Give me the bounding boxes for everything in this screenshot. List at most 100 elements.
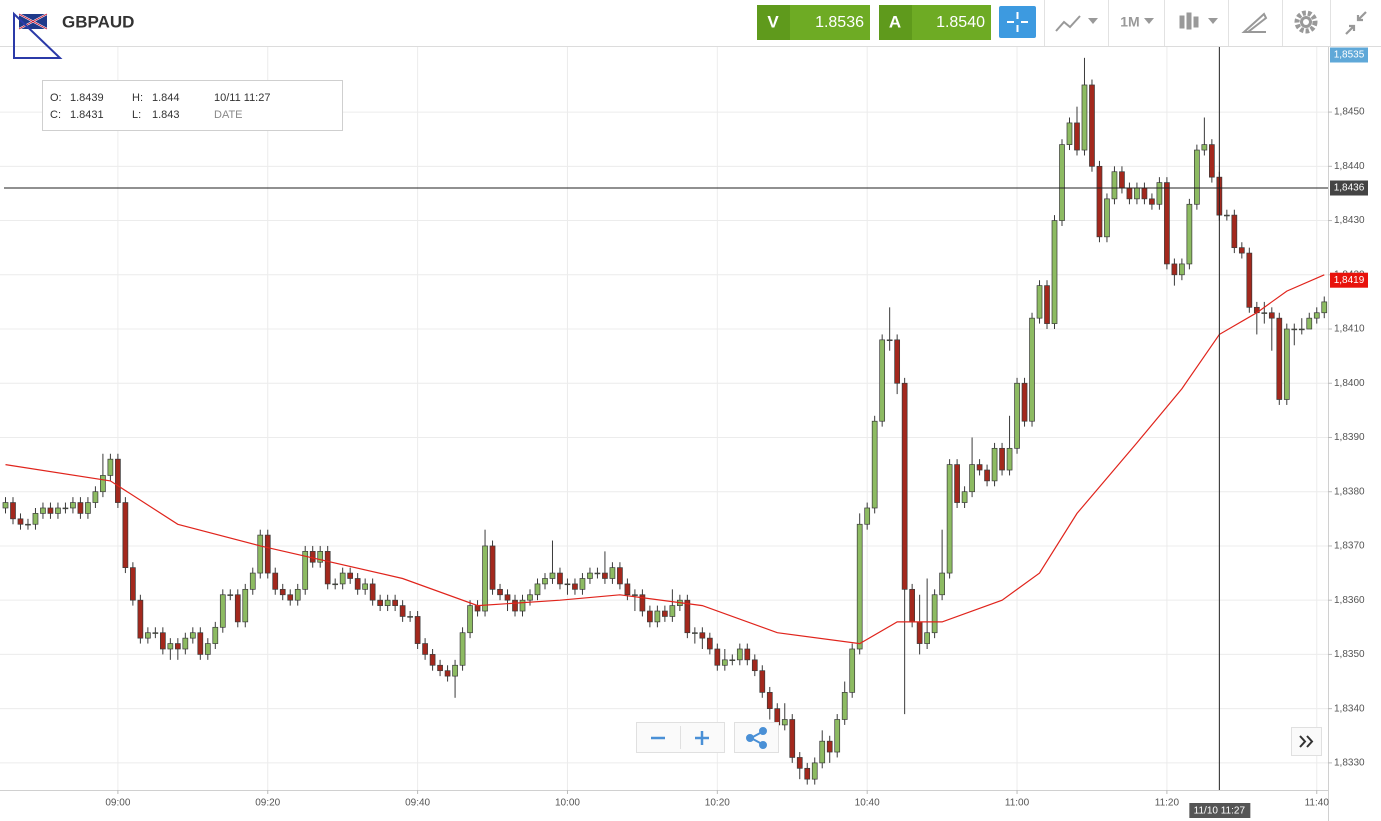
x-tick-label: 09:00 [105,798,130,809]
candle-body [654,610,661,623]
info-o: 1.8439 [70,92,104,104]
candle-body [189,632,196,639]
candle-body [1261,312,1268,314]
sell-box-tag [757,5,790,40]
candle-body [699,632,706,639]
candle-body [557,572,563,585]
candle-body [497,588,503,596]
candle-body [77,502,84,514]
scroll-right-button[interactable] [1299,735,1314,748]
candle-body [759,670,766,693]
candle-body [115,458,121,503]
candle-body [1283,328,1290,400]
info-h: 1.844 [152,92,180,104]
timeframe-button[interactable]: 1M [1120,14,1154,30]
candle-body [1036,285,1043,319]
x-tick-label: 11:40 [1305,798,1330,809]
toolbar-separators [1044,0,1331,46]
candle-body [804,767,811,780]
settings-button[interactable] [1294,10,1318,34]
candle-body [924,632,930,644]
candle-body [871,420,878,509]
candle-body [92,491,99,503]
candle-body [1223,214,1230,217]
candle-body [886,339,893,342]
candle-body [122,502,129,568]
candle-body [354,578,361,590]
share-box [734,722,779,753]
collapse-button[interactable] [1345,11,1367,35]
candle-body [796,757,803,769]
candle-body [1246,252,1253,308]
candle-body [444,670,451,677]
crosshair-button[interactable] [999,6,1036,38]
candle-body [414,616,421,644]
candle-body [10,502,16,520]
candle-style-button[interactable] [1179,12,1218,30]
x-tick-label: 11:00 [1005,798,1030,809]
share-button[interactable] [746,727,767,749]
candle-body [1111,171,1118,200]
candle-body [369,583,376,601]
candle-body [1268,312,1275,319]
candle-body [729,659,736,661]
candle-body [1209,144,1215,178]
candle-body [834,719,841,753]
candle-body [594,572,601,575]
candle-body [519,599,526,612]
candle-body [1141,187,1148,200]
ask-badge-box [1330,47,1368,63]
candle-body [1089,84,1095,167]
candle-body [691,632,698,634]
candle-body [901,382,908,590]
candle-body [1291,328,1298,331]
candle-body [1059,144,1065,221]
candle-body [399,605,406,617]
candle-body [317,551,324,563]
candle-body [422,643,428,655]
zoom-controls [636,722,1322,756]
candle-body [264,534,271,574]
candle-body [234,594,241,623]
candle-body [856,523,863,650]
candle-body [1313,312,1320,319]
candle-body [1014,382,1020,449]
candle-body [534,583,541,596]
candle-body [1074,122,1080,151]
overlay: 1,8330 1,8340 1,8350 1,8360 1,8370 1,8380 1,83… [4,47,1368,818]
candle-body [347,572,354,579]
candle-body [939,572,945,596]
candle-body [474,605,481,612]
buy-button[interactable]: A 1.8540 [879,5,991,40]
y-tick-label: 1,8390 [1334,432,1365,443]
candle-body [647,610,653,623]
grid [0,47,1332,794]
candle-body [916,621,923,644]
candle-body [257,534,264,574]
candle-body [969,464,975,493]
candle-body [362,583,369,590]
candle-body [991,447,998,482]
candle-body [324,551,331,585]
candle-body [130,567,136,601]
x-tick-label: 10:20 [705,798,730,809]
sell-price: 1.8536 [815,14,864,31]
zoom-in-button[interactable] [695,731,709,745]
sell-button[interactable]: V 1.8536 [757,5,870,40]
candle-body [332,583,339,586]
candle-body [227,594,234,596]
candle-body [602,572,608,579]
candle-body [249,572,256,590]
moving-average-line [5,274,1325,645]
candle-body [242,588,249,623]
candle-body [1186,203,1193,265]
candle-body [159,632,166,650]
chart-type-button[interactable] [1055,15,1098,32]
candle-body [684,599,691,634]
candle-body [909,588,915,623]
ohlc-info-box: O: 1.8439 H: 1.844 10/11 11:27 C: 1.8431… [42,80,343,131]
candle-body [1276,317,1283,400]
info-date-label: DATE [214,109,243,121]
draw-tool-button[interactable] [1241,12,1268,33]
candle-body [751,659,758,672]
